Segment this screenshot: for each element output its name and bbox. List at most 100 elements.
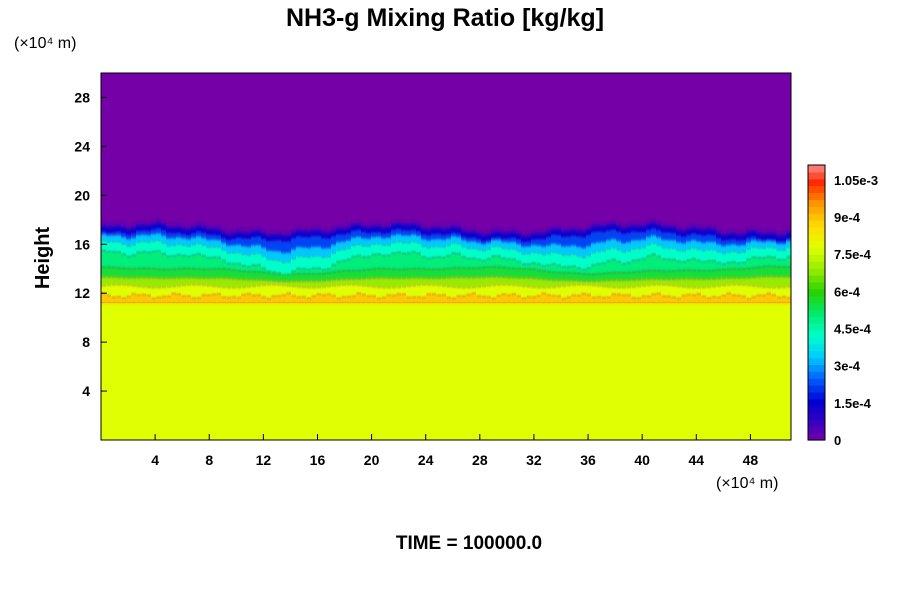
heatmap-cell bbox=[521, 242, 527, 248]
heatmap-cell bbox=[191, 277, 197, 286]
heatmap-cell bbox=[136, 268, 142, 279]
heatmap-cell bbox=[736, 234, 742, 242]
heatmap-cell bbox=[286, 280, 292, 287]
heatmap-cell bbox=[361, 285, 367, 296]
heatmap-cell bbox=[401, 293, 407, 304]
heatmap-cell bbox=[296, 273, 302, 282]
heatmap-cell bbox=[296, 246, 302, 257]
colorbar-frame bbox=[807, 164, 826, 441]
heatmap-cell bbox=[436, 223, 442, 229]
colorbar-swatch bbox=[808, 254, 825, 262]
heatmap-cell bbox=[271, 240, 277, 252]
heatmap-cell bbox=[571, 245, 577, 255]
heatmap-cell bbox=[466, 294, 472, 304]
heatmap-cell bbox=[376, 253, 382, 270]
heatmap-cell bbox=[706, 223, 712, 230]
heatmap-cell bbox=[761, 257, 767, 268]
heatmap-cell bbox=[536, 245, 542, 254]
heatmap-cell bbox=[696, 223, 702, 230]
heatmap-cell bbox=[686, 224, 692, 231]
colorbar-swatch bbox=[808, 185, 825, 194]
heatmap-cell bbox=[306, 298, 312, 304]
heatmap-cell bbox=[421, 234, 427, 241]
heatmap-cell bbox=[271, 273, 277, 282]
heatmap-cell bbox=[586, 284, 592, 296]
heatmap-cell bbox=[186, 229, 192, 237]
heatmap-cell bbox=[286, 230, 292, 237]
heatmap-cell bbox=[361, 269, 367, 280]
heatmap-cell bbox=[506, 267, 512, 278]
heatmap-cell bbox=[786, 286, 791, 299]
heatmap-cell bbox=[101, 266, 107, 278]
heatmap-cell bbox=[666, 226, 672, 234]
heatmap-cell bbox=[566, 230, 572, 238]
heatmap-cell bbox=[366, 227, 372, 235]
heatmap-cell bbox=[476, 286, 482, 297]
heatmap-cell bbox=[446, 228, 452, 236]
heatmap-cell bbox=[396, 218, 402, 224]
heatmap-cell bbox=[316, 255, 322, 269]
heatmap-cell bbox=[121, 222, 127, 229]
heatmap-cell bbox=[111, 296, 117, 304]
colorbar-swatch bbox=[808, 419, 825, 427]
heatmap-cell bbox=[561, 266, 567, 274]
heatmap-cell bbox=[486, 240, 492, 244]
heatmap-cell bbox=[311, 268, 317, 275]
y-axis-ticks: 4 8 12 16 20 24 28 bbox=[74, 89, 107, 399]
heatmap-cell bbox=[171, 255, 177, 270]
heatmap-cell bbox=[391, 235, 397, 243]
heatmap-cell bbox=[436, 295, 442, 304]
heatmap-cell bbox=[671, 247, 677, 260]
heatmap-cell bbox=[271, 280, 277, 286]
colorbar-swatch bbox=[808, 323, 825, 331]
heatmap-cell bbox=[131, 227, 137, 235]
heatmap-cell bbox=[361, 221, 367, 228]
colorbar-ticks: 0 1.5e-4 3e-4 4.5e-4 6e-4 7.5e-4 9e-4 1.05e-3 bbox=[834, 173, 878, 448]
heatmap-cell bbox=[121, 297, 127, 304]
heatmap-cell bbox=[751, 226, 757, 232]
heatmap-cell bbox=[596, 263, 602, 275]
heatmap-cell bbox=[746, 231, 752, 239]
heatmap-cell bbox=[196, 277, 202, 286]
heatmap-cell bbox=[691, 222, 697, 229]
heatmap-cell bbox=[471, 227, 477, 233]
heatmap-cell bbox=[661, 232, 667, 241]
heatmap-cell bbox=[251, 271, 257, 281]
heatmap-cell bbox=[276, 251, 282, 261]
heatmap-cell bbox=[551, 272, 557, 281]
heatmap-cell bbox=[766, 239, 772, 242]
heatmap-cell bbox=[391, 224, 397, 232]
heatmap-cell bbox=[576, 236, 582, 248]
heatmap-cell bbox=[146, 287, 152, 296]
heatmap-cell bbox=[446, 277, 452, 287]
heatmap-cell bbox=[631, 240, 637, 250]
heatmap-cell bbox=[406, 242, 412, 254]
heatmap-cell bbox=[601, 262, 607, 274]
heatmap-cell bbox=[611, 223, 617, 231]
heatmap-cell bbox=[671, 233, 677, 242]
heatmap-cell bbox=[651, 228, 657, 237]
heatmap-cell bbox=[321, 273, 327, 282]
heatmap-cell bbox=[191, 254, 197, 270]
heatmap-cell bbox=[621, 294, 627, 304]
heatmap-cell bbox=[721, 229, 727, 236]
heatmap-cell bbox=[516, 233, 522, 241]
heatmap-cell bbox=[166, 245, 172, 257]
heatmap-cell bbox=[341, 241, 347, 251]
heatmap-cell bbox=[546, 237, 552, 247]
heatmap-cell bbox=[146, 277, 152, 288]
heatmap-cell bbox=[736, 284, 742, 297]
heatmap-cell bbox=[301, 268, 307, 275]
heatmap-cell bbox=[461, 236, 467, 241]
heatmap-cell bbox=[166, 227, 172, 235]
heatmap-cell bbox=[631, 271, 637, 281]
heatmap-cell bbox=[616, 241, 622, 251]
heatmap-cell bbox=[181, 234, 187, 240]
heatmap-cell bbox=[321, 269, 327, 274]
heatmap-cell bbox=[611, 230, 617, 240]
heatmap-cell bbox=[306, 237, 312, 249]
heatmap-cell bbox=[621, 243, 627, 253]
heatmap-cell bbox=[476, 295, 482, 304]
heatmap-cell bbox=[731, 239, 737, 246]
heatmap-cell bbox=[776, 241, 782, 245]
